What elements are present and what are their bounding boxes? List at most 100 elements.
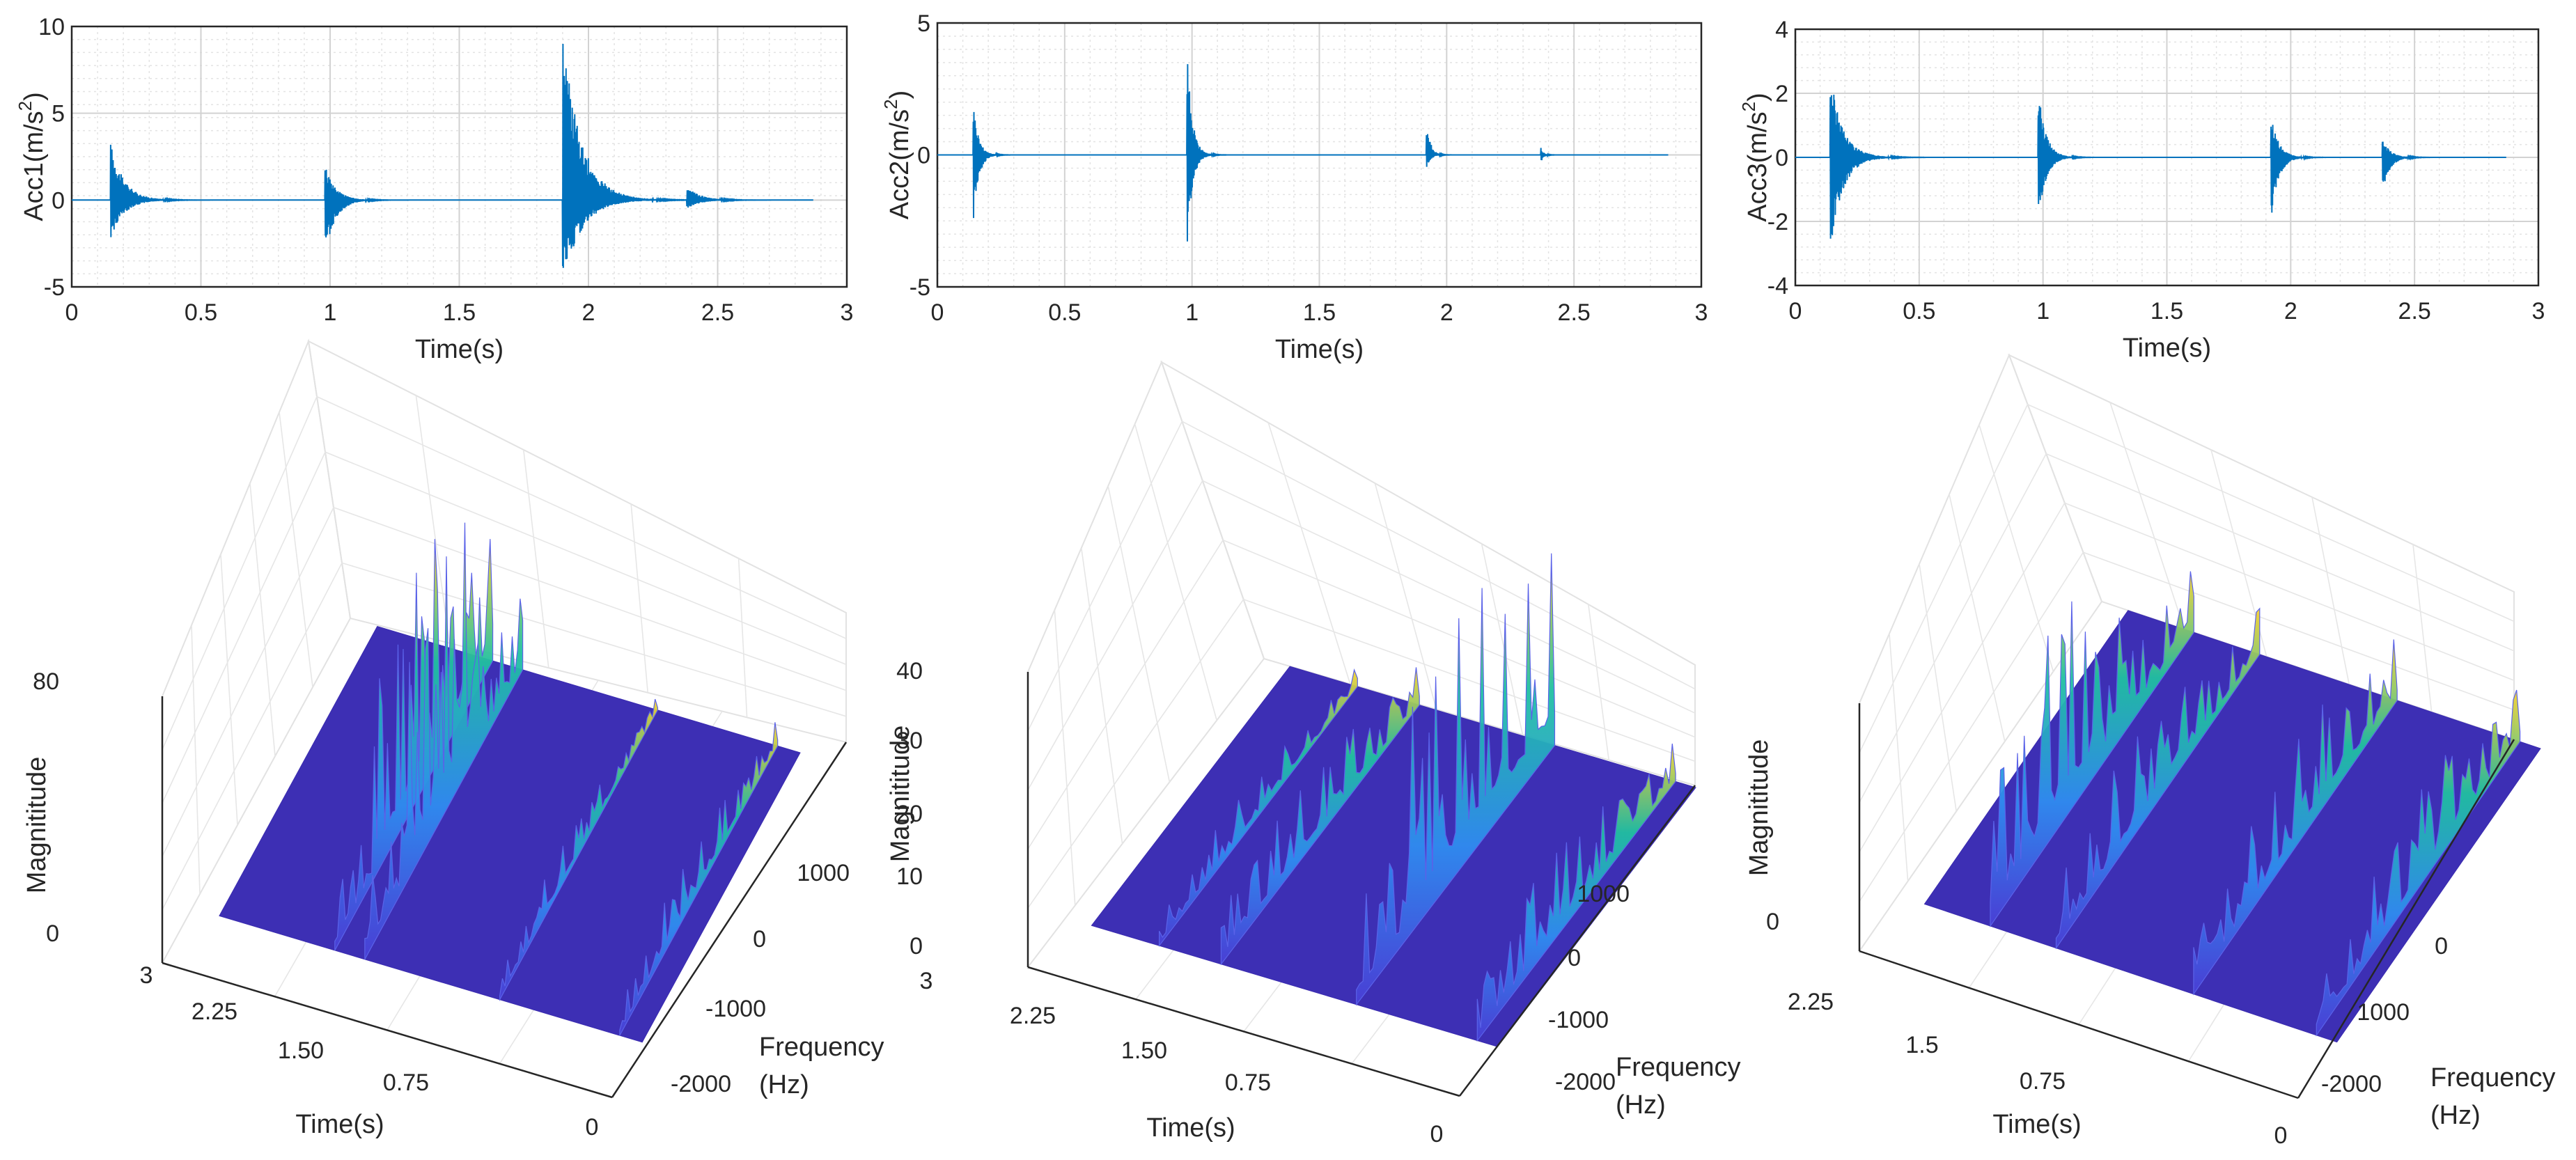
x-tick-label: 2.5	[2398, 298, 2431, 324]
time-tick-label: 2.25	[1010, 1003, 1056, 1029]
wall-grid-line	[1054, 609, 1076, 906]
signal-line	[937, 64, 1669, 242]
frequency-tick-label: -2000	[1555, 1069, 1616, 1095]
spectral-ridge	[2193, 639, 2398, 996]
time-tick-label: 1.50	[1121, 1037, 1167, 1064]
time-axis-line	[162, 962, 613, 1099]
wall-grid-line	[1374, 483, 1437, 710]
time-tick-label: 0	[2274, 1122, 2288, 1149]
wall-grid-line	[191, 625, 201, 895]
x-tick-label: 0.5	[185, 299, 217, 326]
wall-grid-line	[1267, 422, 1351, 684]
wall-grid-line	[1859, 403, 2515, 753]
y-axis-label-text: Acc2(m/s	[885, 109, 914, 219]
magnitude-tick-label: 0	[46, 920, 59, 947]
frequency-axis-label: Frequency	[2430, 1063, 2556, 1092]
wall-grid-line	[1027, 480, 1696, 790]
time-axis-line	[1027, 966, 1460, 1097]
y-axis-label: Acc2(m/s2)	[880, 91, 914, 219]
spectrogram-panel: 2.25 1.5 0.75 0 0 1000 -2000 0 Time(s) Frequency (…	[1744, 353, 2556, 1149]
wall-grid-line	[162, 395, 847, 750]
y-tick-label: 0	[917, 143, 930, 169]
time-tick-label: 2.25	[1788, 989, 1834, 1015]
x-tick-label: 1.5	[443, 299, 476, 326]
spectral-ridge	[1476, 744, 1676, 1042]
time-tick-label: 1.5	[1905, 1032, 1938, 1058]
x-tick-label: 0	[931, 299, 944, 326]
magnitude-tick-label: 0	[910, 933, 923, 959]
frequency-tick-label: -1000	[705, 996, 766, 1022]
time-axis-label: Time(s)	[295, 1110, 384, 1139]
x-tick-label: 0.5	[1048, 299, 1081, 326]
spectral-ridge	[1220, 667, 1420, 966]
y-axis-label-superscript: 2	[15, 101, 36, 111]
wall-grid-line	[162, 562, 847, 910]
x-tick-label: 0	[65, 299, 79, 326]
y-axis-label-superscript: 2	[1738, 102, 1759, 111]
x-axis-label: Time(s)	[2123, 334, 2211, 363]
wall-grid-line	[1588, 604, 1609, 760]
y-tick-label: 5	[52, 101, 65, 127]
wall-grid-line	[1919, 563, 1957, 812]
spectral-ridge	[1158, 668, 1358, 947]
wall-grid-line	[737, 558, 748, 718]
wall-grid-line	[1081, 547, 1123, 844]
wall-grid-line	[1027, 421, 1696, 732]
y-axis-label-end: )	[885, 91, 914, 100]
magnitude-tick-label: 20	[896, 801, 923, 827]
x-axis-label: Time(s)	[1275, 335, 1364, 364]
wall-grid-line	[1978, 424, 2054, 672]
wall-grid-line	[523, 449, 549, 668]
time-tick-label: 0.75	[2020, 1068, 2066, 1095]
wall-grid-line	[1027, 598, 1696, 909]
spectral-ridge	[619, 722, 779, 1036]
x-tick-label: 0	[1789, 298, 1802, 324]
spectral-ridge	[334, 539, 494, 951]
y-axis-label-end: )	[1743, 93, 1772, 102]
x-tick-label: 2	[582, 299, 595, 326]
spectrogram-panel: 3 2.25 1.50 0.75 0 1000 0 -1000 -2000 0 10 20 30 40 Ti…	[886, 360, 1741, 1147]
wall-grid-line	[2109, 402, 2185, 629]
time-tick-label: 0.75	[383, 1069, 429, 1096]
x-tick-label: 2	[2284, 298, 2297, 324]
y-tick-label: -5	[910, 274, 930, 301]
wall-grid-line	[1134, 423, 1217, 721]
wall-grid-line	[2311, 496, 2350, 684]
x-tick-label: 2	[1440, 299, 1453, 326]
time-tick-label: 0.75	[1225, 1069, 1271, 1096]
x-tick-label: 1.5	[2150, 298, 2183, 324]
frequency-tick-label: -1000	[1548, 1007, 1609, 1033]
frequency-axis-label-unit: (Hz)	[759, 1070, 809, 1099]
wall-grid-line	[1481, 543, 1524, 735]
magnitude-axis-label: Magnititude	[886, 726, 915, 862]
x-tick-label: 3	[841, 299, 854, 326]
y-axis-label-text: Acc1(m/s	[19, 111, 49, 221]
wall-grid-line	[1107, 485, 1171, 783]
magnitude-axis-label: Magnititude	[22, 757, 52, 893]
y-axis-label: Acc1(m/s2)	[15, 92, 49, 221]
magnitude-tick-label: 0	[1766, 909, 1779, 935]
wall-grid-line	[1949, 494, 2006, 742]
wall-grid-line	[1859, 502, 2515, 853]
y-tick-label: 4	[1775, 17, 1788, 43]
magnitude-tick-label: 30	[896, 728, 923, 754]
frequency-tick-label: -2000	[671, 1071, 731, 1097]
signal-line	[1795, 94, 2506, 239]
x-tick-label: 1	[1185, 299, 1199, 326]
wall-grid-line	[1027, 539, 1696, 849]
signal-line	[72, 43, 813, 268]
x-tick-label: 3	[2532, 298, 2545, 324]
frequency-tick-label: 1000	[797, 860, 850, 886]
frequency-axis-line	[1459, 785, 1696, 1097]
wall-grid-line	[630, 503, 648, 693]
time-tick-label: 0	[586, 1114, 599, 1141]
x-tick-label: 1.5	[1303, 299, 1336, 326]
y-tick-label: 2	[1775, 81, 1788, 107]
frequency-tick-label: 1000	[2357, 999, 2410, 1026]
frequency-tick-label: -2000	[2321, 1071, 2382, 1097]
wall-grid-line	[279, 412, 313, 688]
wall-grid-line	[249, 483, 276, 757]
